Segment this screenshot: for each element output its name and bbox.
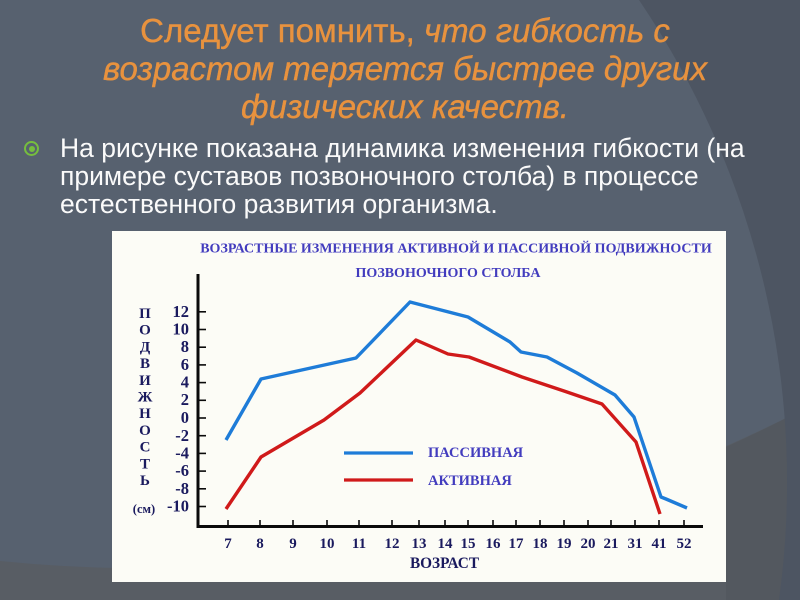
svg-text:В: В <box>140 356 150 372</box>
svg-text:8: 8 <box>181 337 189 356</box>
svg-text:ПОЗВОНОЧНОГО СТОЛБА: ПОЗВОНОЧНОГО СТОЛБА <box>356 266 542 281</box>
svg-text:7: 7 <box>224 536 232 552</box>
svg-text:-2: -2 <box>175 426 189 445</box>
svg-text:Н: Н <box>139 406 151 422</box>
svg-text:-6: -6 <box>175 461 189 480</box>
svg-text:19: 19 <box>557 536 572 552</box>
svg-text:12: 12 <box>173 302 190 321</box>
svg-text:АКТИВНАЯ: АКТИВНАЯ <box>428 473 512 489</box>
svg-text:О: О <box>139 423 151 439</box>
svg-text:41: 41 <box>652 536 667 552</box>
svg-text:14: 14 <box>438 536 454 552</box>
svg-text:12: 12 <box>385 536 400 552</box>
svg-text:10: 10 <box>173 320 190 339</box>
svg-text:4: 4 <box>181 373 189 392</box>
svg-text:И: И <box>139 373 151 389</box>
svg-text:Д: Д <box>140 339 151 355</box>
svg-text:0: 0 <box>181 408 189 427</box>
svg-text:52: 52 <box>677 536 692 552</box>
svg-text:16: 16 <box>486 536 502 552</box>
svg-text:ПАССИВНАЯ: ПАССИВНАЯ <box>428 445 524 461</box>
svg-text:15: 15 <box>461 536 476 552</box>
svg-text:П: П <box>139 306 151 322</box>
svg-text:18: 18 <box>533 536 548 552</box>
svg-text:-10: -10 <box>167 497 189 516</box>
svg-text:17: 17 <box>509 536 525 552</box>
svg-text:Т: Т <box>140 456 150 472</box>
svg-text:-4: -4 <box>175 444 189 463</box>
svg-text:11: 11 <box>352 536 366 552</box>
svg-text:О: О <box>139 323 151 339</box>
svg-text:2: 2 <box>181 390 189 409</box>
svg-text:(см): (см) <box>133 502 155 516</box>
svg-text:ВОЗРАСТНЫЕ ИЗМЕНЕНИЯ АКТИВНОЙ: ВОЗРАСТНЫЕ ИЗМЕНЕНИЯ АКТИВНОЙ И ПАССИВНО… <box>200 240 712 257</box>
svg-text:Ь: Ь <box>140 473 150 489</box>
svg-text:21: 21 <box>604 536 619 552</box>
svg-text:8: 8 <box>256 536 264 552</box>
svg-text:9: 9 <box>289 536 297 552</box>
svg-text:6: 6 <box>181 355 189 374</box>
svg-text:Ж: Ж <box>138 390 153 406</box>
svg-text:13: 13 <box>412 536 427 552</box>
svg-text:-8: -8 <box>175 479 189 498</box>
svg-text:ВОЗРАСТ: ВОЗРАСТ <box>410 555 479 572</box>
svg-text:10: 10 <box>320 536 335 552</box>
svg-text:С: С <box>140 440 151 456</box>
svg-text:20: 20 <box>581 536 596 552</box>
svg-text:31: 31 <box>628 536 643 552</box>
